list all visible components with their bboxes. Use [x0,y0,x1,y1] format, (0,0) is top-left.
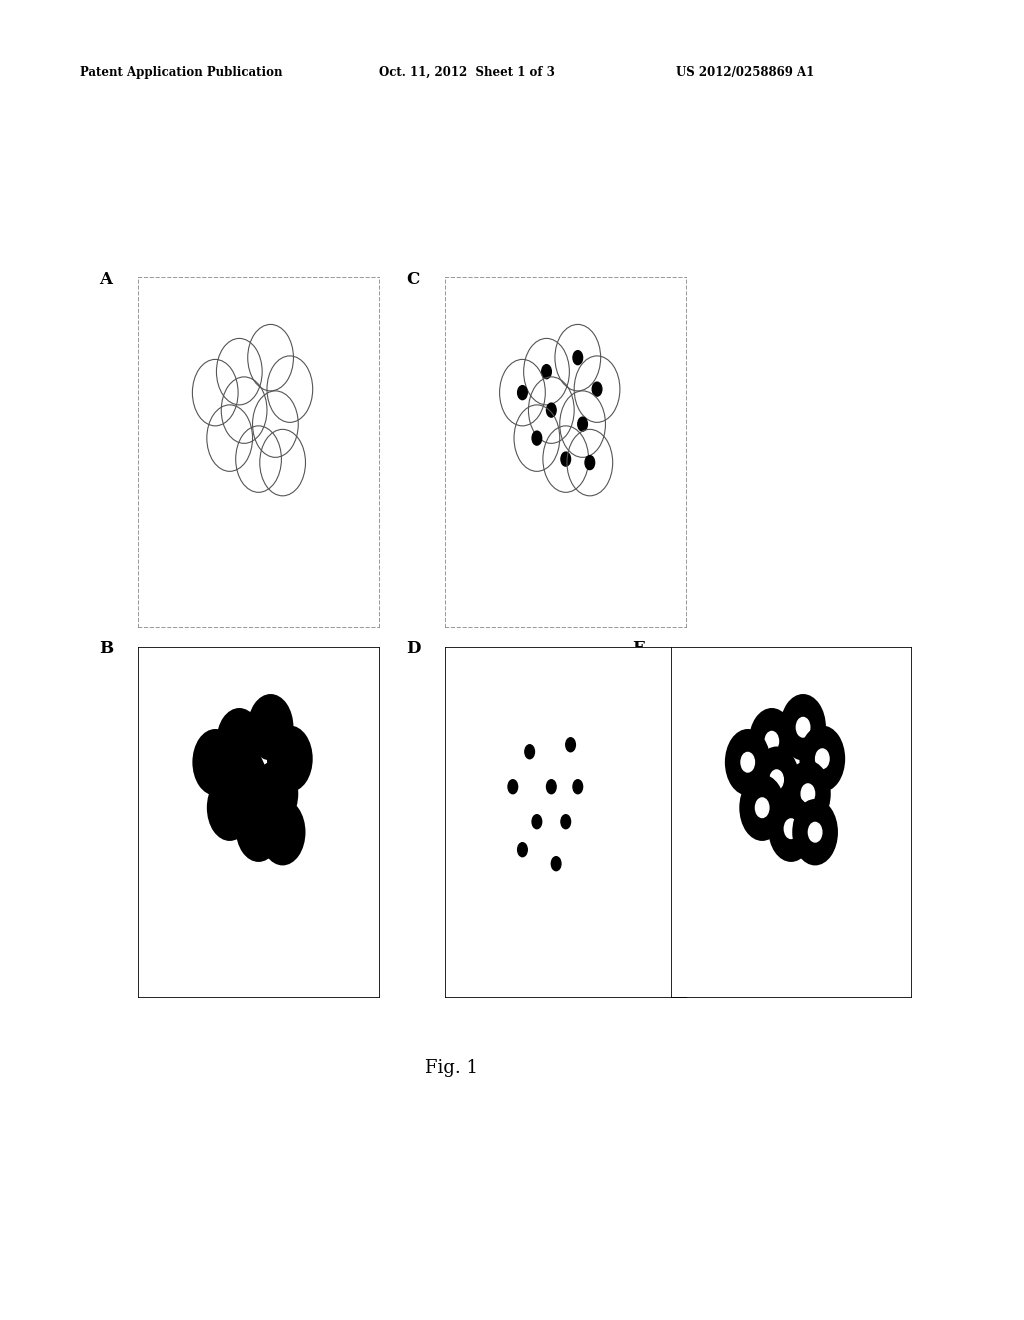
Circle shape [793,799,838,866]
Circle shape [547,403,556,417]
Circle shape [248,694,294,760]
Circle shape [561,451,570,466]
Circle shape [216,708,262,775]
Circle shape [207,775,253,841]
Circle shape [221,747,267,813]
Circle shape [532,432,542,445]
Circle shape [801,784,815,804]
Circle shape [592,383,602,396]
Circle shape [508,780,518,793]
Circle shape [754,747,800,813]
Circle shape [525,744,535,759]
Circle shape [547,780,556,793]
Circle shape [739,775,785,841]
Circle shape [808,822,822,842]
Circle shape [573,780,583,793]
Circle shape [768,796,814,862]
Circle shape [765,731,778,751]
Text: Fig. 1: Fig. 1 [425,1059,478,1077]
Circle shape [585,455,595,470]
Circle shape [741,752,755,772]
Circle shape [193,729,239,796]
Circle shape [785,760,830,826]
Text: C: C [407,271,420,288]
Circle shape [542,364,551,379]
Text: E: E [632,640,644,657]
Text: Oct. 11, 2012  Sheet 1 of 3: Oct. 11, 2012 Sheet 1 of 3 [379,66,555,79]
Circle shape [578,417,588,432]
Circle shape [260,799,305,866]
Circle shape [784,818,798,838]
Circle shape [797,718,810,737]
Text: A: A [99,271,113,288]
Circle shape [551,857,561,871]
Circle shape [770,770,783,789]
Circle shape [815,748,829,768]
Circle shape [800,726,845,792]
Text: D: D [407,640,421,657]
Circle shape [749,708,795,775]
Circle shape [565,738,575,751]
Circle shape [517,385,527,400]
Circle shape [756,797,769,817]
Text: B: B [99,640,114,657]
Circle shape [236,796,282,862]
Text: US 2012/0258869 A1: US 2012/0258869 A1 [676,66,814,79]
Text: Patent Application Publication: Patent Application Publication [80,66,283,79]
Circle shape [561,814,570,829]
Circle shape [725,729,771,796]
Circle shape [517,842,527,857]
Circle shape [267,726,312,792]
Circle shape [573,351,583,364]
Circle shape [532,814,542,829]
Circle shape [253,760,298,826]
Circle shape [780,694,826,760]
